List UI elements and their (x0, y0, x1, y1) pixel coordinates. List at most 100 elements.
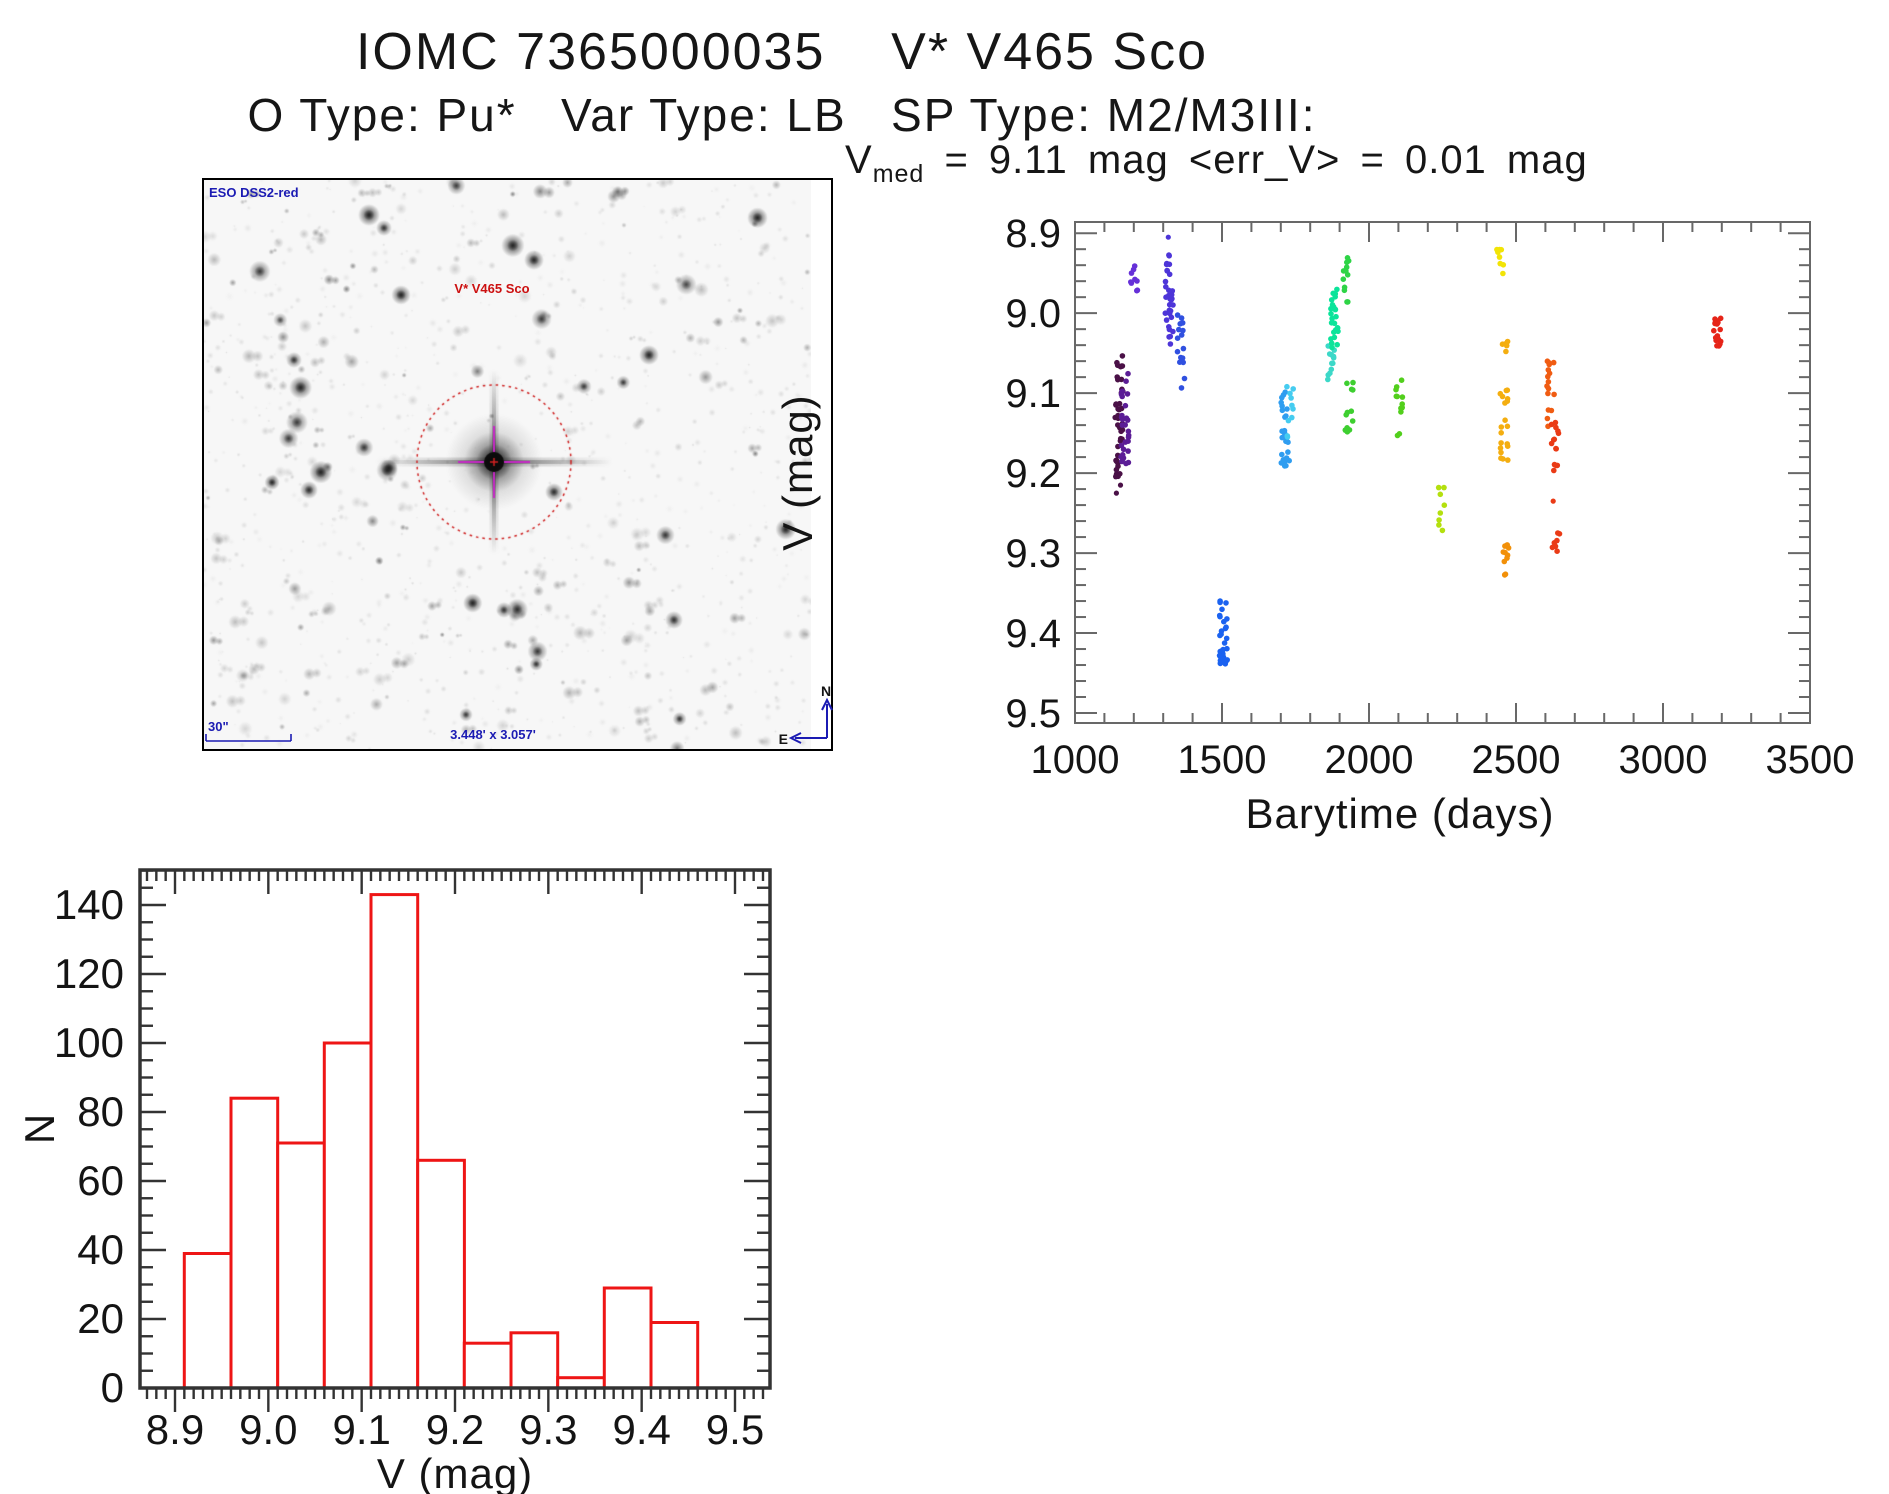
data-point (1119, 389, 1125, 395)
data-point (1714, 318, 1721, 325)
data-point (1217, 657, 1224, 664)
scatter-y-tick-label: 9.3 (1005, 532, 1061, 576)
data-point (1331, 334, 1338, 341)
data-point (1335, 328, 1341, 335)
data-point (1278, 399, 1284, 406)
data-point (1166, 287, 1172, 294)
data-point (1504, 396, 1511, 402)
hist-bar (649, 1321, 700, 1390)
data-point (1498, 246, 1505, 253)
light-curve-header: Vmed = 9.11 mag <err_V> = 0.01 mag (845, 138, 1588, 189)
hist-xlabel: V (mag) (377, 1450, 533, 1494)
data-point (1556, 531, 1563, 537)
data-point (1282, 389, 1288, 396)
hist-y-tick-label: 120 (54, 950, 124, 997)
hist-bar (556, 1376, 606, 1390)
data-point (1279, 428, 1285, 435)
observation-cluster (1500, 542, 1512, 578)
data-point (1281, 459, 1288, 466)
data-point (1544, 415, 1551, 422)
data-point (1435, 484, 1442, 491)
data-point (1122, 439, 1129, 445)
data-point (1399, 394, 1406, 400)
data-point (1117, 471, 1123, 477)
data-point (1118, 391, 1125, 398)
data-point (1553, 462, 1559, 469)
data-point (1122, 402, 1129, 409)
data-point (1437, 491, 1444, 498)
data-point (1223, 635, 1230, 642)
data-point (1332, 327, 1339, 333)
data-point (1287, 390, 1293, 397)
scale-bar-label: 30" (208, 719, 229, 734)
data-point (1118, 405, 1125, 412)
data-point (1220, 651, 1226, 657)
hist-frame (138, 868, 772, 1390)
light-curve-plot: 1000 1500 2000 2500 3000 3500 8.9 9.0 9.1 9.2 9.3 9… (774, 212, 1854, 837)
data-point-outlier (1165, 234, 1171, 240)
data-point (1496, 246, 1503, 253)
data-point (1551, 540, 1558, 546)
data-point (1289, 402, 1295, 409)
data-point (1162, 278, 1169, 285)
data-point (1125, 434, 1132, 441)
data-point (1163, 317, 1170, 323)
observation-cluster (1174, 312, 1188, 391)
hist-bar (229, 1096, 280, 1390)
data-point (1332, 294, 1338, 300)
data-point (1178, 332, 1185, 338)
data-point (1716, 343, 1722, 349)
data-point (1329, 315, 1335, 322)
data-point (1285, 417, 1292, 424)
data-point (1166, 334, 1172, 340)
data-point (1217, 648, 1223, 655)
data-point (1502, 400, 1508, 406)
data-point (1118, 428, 1124, 435)
data-point (1119, 458, 1125, 465)
data-point (1394, 432, 1401, 439)
data-point (1281, 434, 1288, 440)
data-point (1224, 616, 1230, 622)
data-point (1113, 466, 1120, 473)
data-point (1113, 458, 1120, 465)
data-point (1350, 387, 1356, 393)
data-point (1328, 310, 1334, 317)
data-point (1128, 279, 1134, 285)
data-point (1441, 484, 1447, 491)
data-point (1167, 333, 1174, 340)
data-point (1221, 640, 1228, 646)
data-point (1178, 385, 1185, 391)
data-point (1114, 374, 1120, 380)
data-point (1345, 258, 1352, 264)
data-point (1118, 376, 1125, 383)
data-point (1398, 405, 1404, 412)
data-point (1119, 353, 1126, 359)
data-point (1169, 288, 1176, 294)
data-point (1393, 386, 1399, 393)
data-point (1550, 437, 1557, 443)
hist-x-tick-label: 9.5 (706, 1406, 764, 1453)
data-point (1332, 291, 1339, 297)
data-point (1119, 412, 1125, 419)
data-point (1498, 455, 1504, 462)
data-point (1168, 297, 1174, 303)
data-point (1496, 254, 1503, 260)
data-point (1162, 310, 1169, 317)
scatter-y-tick-label: 9.2 (1005, 452, 1061, 496)
data-point (1223, 657, 1230, 664)
data-point (1290, 406, 1296, 412)
data-point (1348, 408, 1355, 415)
data-point (1328, 366, 1335, 373)
data-point (1436, 522, 1442, 528)
vmed-value-text: = 9.11 mag <err_V> = 0.01 mag (924, 138, 1588, 182)
data-point (1349, 418, 1356, 424)
data-point (1553, 445, 1559, 452)
data-point (1178, 354, 1184, 361)
data-point (1325, 372, 1331, 378)
data-point (1497, 260, 1503, 267)
data-point (1280, 457, 1287, 463)
data-point (1283, 413, 1289, 419)
data-point (1329, 302, 1336, 308)
data-point (1219, 606, 1225, 613)
data-point (1551, 391, 1557, 398)
